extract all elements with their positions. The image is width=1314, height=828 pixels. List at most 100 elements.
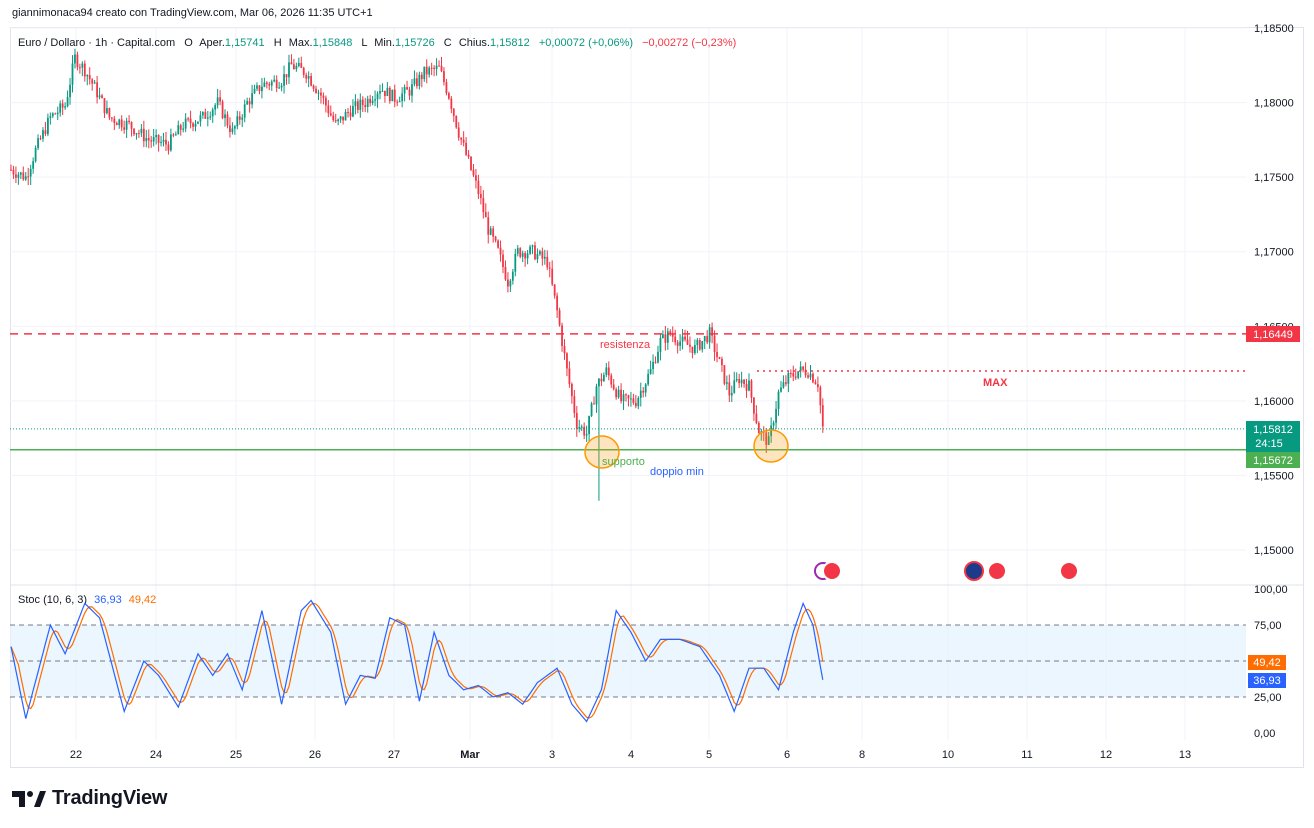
candle-body xyxy=(96,82,98,98)
candle-body xyxy=(600,378,603,382)
candle-body xyxy=(32,161,35,169)
time-tick-label: 24 xyxy=(150,749,162,761)
time-tick-label: 12 xyxy=(1100,749,1112,761)
candle-body xyxy=(713,335,716,352)
support-price-text: 1,15672 xyxy=(1253,455,1293,467)
candle-body xyxy=(376,93,379,100)
candle-body xyxy=(66,97,69,107)
candles xyxy=(10,48,824,501)
candle-body xyxy=(61,103,64,108)
candle-body xyxy=(529,246,531,254)
candle-body xyxy=(310,76,313,86)
candle-body xyxy=(504,267,507,280)
time-tick-label: 11 xyxy=(1021,749,1032,761)
candle-body xyxy=(275,79,278,89)
candle-body xyxy=(165,139,167,145)
us-flag-icon[interactable] xyxy=(987,561,1007,581)
open-prefix: Aper. xyxy=(199,37,225,49)
candle-body xyxy=(22,172,25,180)
candle-body xyxy=(364,104,367,108)
us-flag-icon[interactable] xyxy=(822,561,842,581)
candle-body xyxy=(189,118,192,124)
tradingview-logo[interactable]: TradingView xyxy=(12,787,167,810)
candle-body xyxy=(179,125,182,130)
stoch-d-legend: 49,42 xyxy=(129,594,157,606)
candle-body xyxy=(777,391,780,409)
time-tick-label: 5 xyxy=(706,749,712,761)
candle-body xyxy=(93,82,96,84)
candle-body xyxy=(293,64,295,70)
candle-body xyxy=(497,240,499,248)
candle-body xyxy=(487,217,490,235)
candle-body xyxy=(780,387,782,392)
time-tick-label: 22 xyxy=(70,749,82,761)
candle-body xyxy=(123,127,126,130)
close-label: C xyxy=(444,37,452,49)
event-icons[interactable] xyxy=(814,561,1079,581)
candle-body xyxy=(44,130,47,135)
candle-body xyxy=(226,114,229,126)
candle-body xyxy=(295,66,298,70)
candle-body xyxy=(590,403,593,416)
candle-body xyxy=(401,93,404,102)
price-tick-label: 1,18000 xyxy=(1254,98,1294,110)
grid-layer xyxy=(10,27,1304,740)
candle-body xyxy=(674,336,677,343)
candle-body xyxy=(297,62,300,67)
candle-body xyxy=(182,128,185,130)
candle-body xyxy=(622,394,625,402)
time-tick-label: 6 xyxy=(784,749,790,761)
eu-flag-icon[interactable] xyxy=(964,561,984,581)
time-tick-label: 25 xyxy=(230,749,242,761)
candle-body xyxy=(418,74,421,87)
time-tick-label: Mar xyxy=(460,749,480,761)
candle-body xyxy=(263,82,266,87)
candle-body xyxy=(634,402,637,407)
candle-body xyxy=(361,99,364,105)
candle-body xyxy=(821,405,824,427)
candle-body xyxy=(27,176,30,178)
candle-body xyxy=(398,101,401,103)
candle-body xyxy=(307,76,310,79)
candle-body xyxy=(224,114,226,119)
candle-body xyxy=(150,140,153,142)
us-flag-icon[interactable] xyxy=(1059,561,1079,581)
candle-body xyxy=(733,380,736,393)
attribution-text: giannimonaca94 creato con TradingView.co… xyxy=(12,7,373,19)
candle-body xyxy=(807,375,809,378)
max-annotation: MAX xyxy=(983,377,1008,389)
candle-body xyxy=(379,91,381,94)
candle-body xyxy=(268,84,271,86)
candle-body xyxy=(125,120,128,130)
candle-body xyxy=(610,375,613,385)
candle-body xyxy=(369,98,372,104)
candle-body xyxy=(659,338,662,352)
candle-body xyxy=(450,98,453,109)
candle-body xyxy=(317,92,320,94)
candle-body xyxy=(580,426,583,428)
stoch-d-tag: 49,42 xyxy=(1248,655,1286,670)
candle-body xyxy=(261,86,263,92)
candle-body xyxy=(654,361,657,363)
candle-body xyxy=(187,118,190,120)
candle-body xyxy=(467,154,470,157)
candle-body xyxy=(526,253,529,259)
candle-body xyxy=(69,84,71,98)
candle-body xyxy=(696,339,699,346)
candle-body xyxy=(789,373,792,375)
candle-body xyxy=(300,62,303,68)
candle-body xyxy=(558,310,561,326)
candle-body xyxy=(765,432,768,445)
candle-body xyxy=(553,284,556,296)
candle-body xyxy=(160,141,162,143)
candle-body xyxy=(83,63,86,77)
open-label: O xyxy=(184,37,193,49)
candle-body xyxy=(74,54,76,64)
candle-body xyxy=(472,169,475,176)
candle-body xyxy=(288,62,290,78)
candle-body xyxy=(324,97,327,106)
candle-body xyxy=(716,351,718,358)
candle-body xyxy=(706,336,709,343)
candle-body xyxy=(135,133,138,135)
